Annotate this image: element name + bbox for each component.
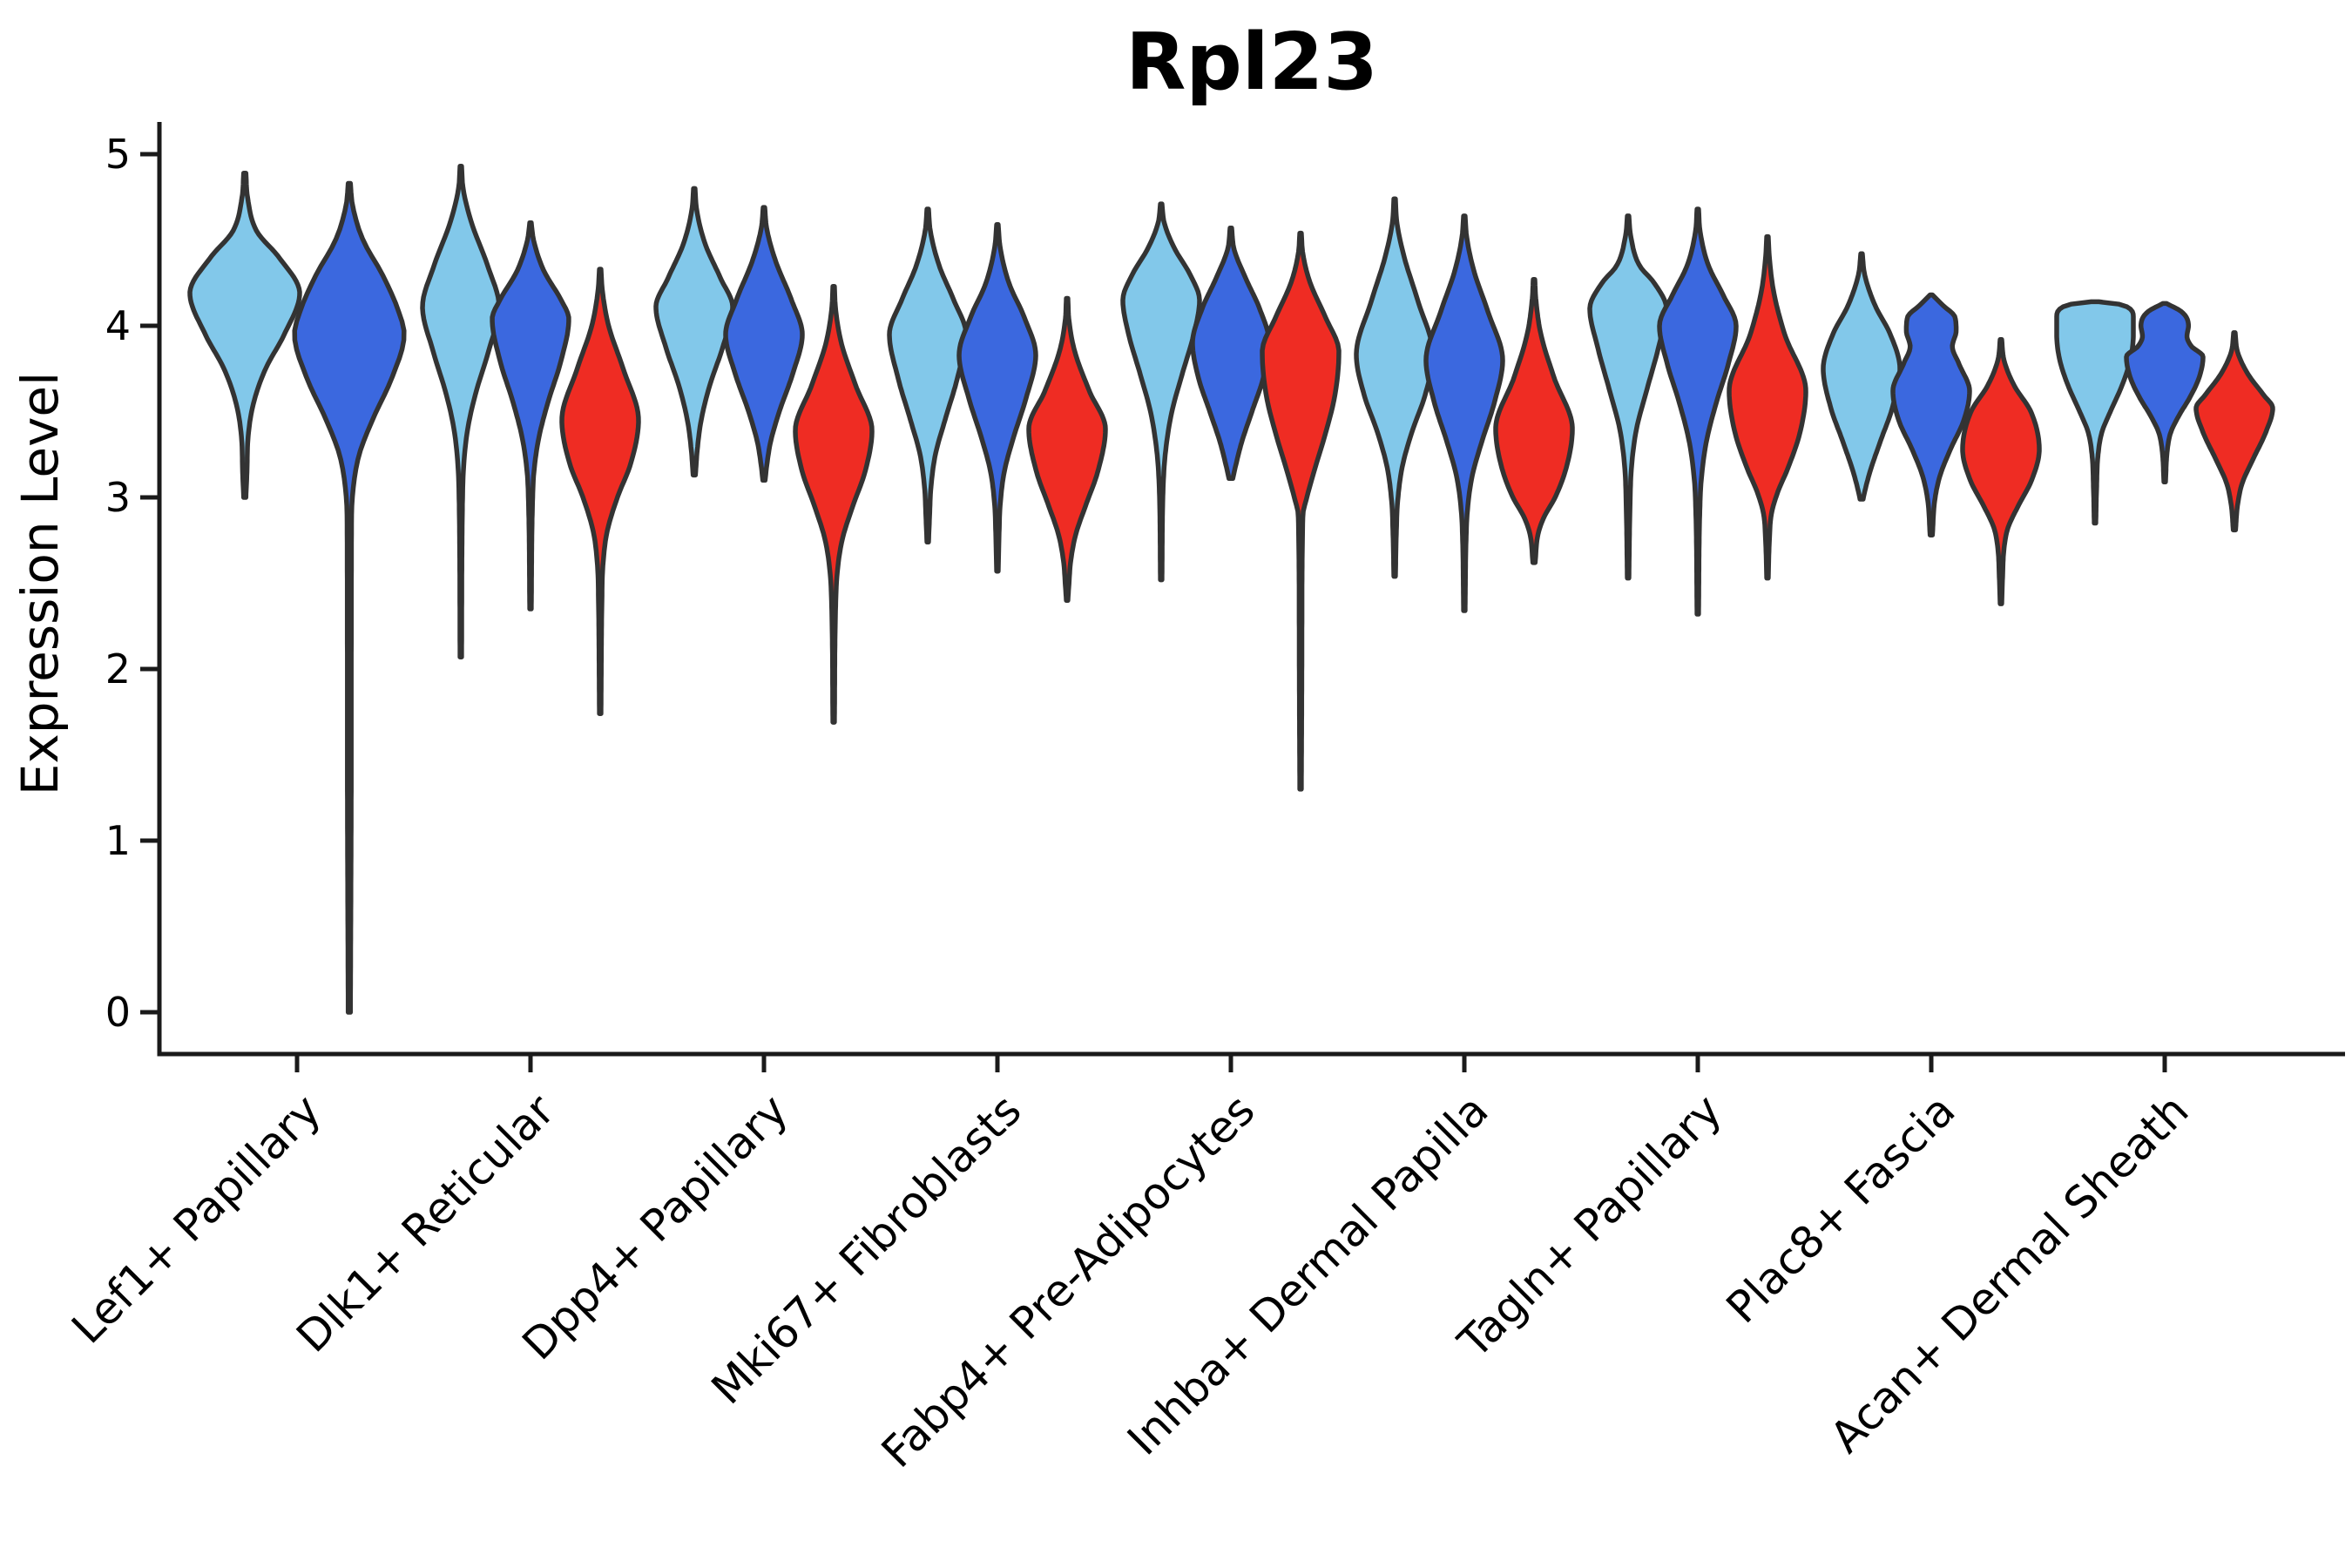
violin-mki67-fibroblasts-dark-blue [956,222,1038,574]
violin-tagln-papillary-dark-blue [1657,206,1739,617]
violin-lef1-papillary-dark-blue [292,180,407,1015]
violin-mki67-fibroblasts-red [1026,295,1108,603]
violin-inhba-dermal-papilla-light-blue [1354,196,1436,579]
violin-plac8-fascia-dark-blue [1890,292,1972,538]
violin-acan-dermal-sheath-dark-blue [2124,301,2206,485]
violin-mki67-fibroblasts-light-blue [887,206,969,544]
y-tick-labels: 0 1 2 3 4 5 [105,131,131,1036]
x-label-plac8-fascia: Plac8+ Fascia [1717,1085,1965,1333]
y-tick-label-3: 3 [105,474,131,521]
violin-dpp4-papillary-red [793,283,875,725]
y-tick-label-2: 2 [105,645,131,693]
violin-acan-dermal-sheath-light-blue [2054,299,2136,526]
violin-plac8-fascia-light-blue [1821,251,1903,502]
y-tick-label-4: 4 [105,302,131,349]
x-tick-marks [294,1054,2167,1072]
y-tick-label-0: 0 [105,989,131,1036]
violin-dpp4-papillary-dark-blue [723,205,805,483]
x-label-dlk1-reticular: Dlk1+ Reticular [287,1085,564,1362]
violin-fabp4-pre-adipocytes-light-blue [1120,201,1202,583]
violin-dlk1-reticular-light-blue [420,164,502,659]
x-label-lef1-papillary: Lef1+ Papillary [62,1085,330,1353]
violin-fabp4-pre-adipocytes-red [1260,230,1342,792]
violin-dlk1-reticular-red [559,267,641,716]
violin-inhba-dermal-papilla-red [1493,277,1575,565]
y-tick-label-5: 5 [105,131,131,178]
violin-inhba-dermal-papilla-dark-blue [1423,213,1505,613]
violin-acan-dermal-sheath-red [2193,330,2275,533]
violin-dlk1-reticular-dark-blue [490,220,571,612]
y-axis-label: Expression Level [10,372,70,795]
x-tick-labels: Lef1+ Papillary Dlk1+ Reticular Dpp4+ Pa… [62,1085,2198,1477]
page-title: Rpl23 [1125,17,1378,108]
violin-fabp4-pre-adipocytes-dark-blue [1190,225,1272,482]
violins-layer [187,164,2275,1015]
violin-tagln-papillary-light-blue [1587,213,1669,581]
violin-plac8-fascia-red [1960,337,2042,606]
y-tick-label-1: 1 [105,817,131,864]
x-label-fabp4-pre-adipocytes: Fabp4+ Pre-Adipocytes [872,1085,1265,1477]
axis-spines [157,122,2345,1057]
violin-lef1-papillary-light-blue [187,170,302,500]
y-tick-marks [140,152,159,1015]
violin-tagln-papillary-red [1727,233,1808,581]
violin-dpp4-papillary-light-blue [653,186,735,478]
